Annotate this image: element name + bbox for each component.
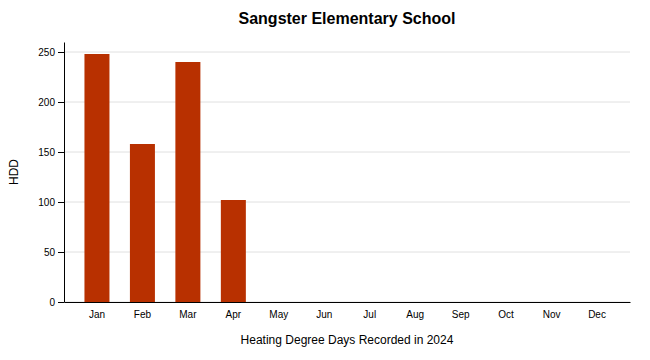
axis-line (65, 302, 631, 303)
bar (175, 62, 200, 302)
tick: 150 (38, 147, 64, 158)
bar (494, 302, 519, 303)
tick: Nov (543, 309, 561, 320)
bar (357, 302, 382, 303)
tick: Jul (363, 309, 376, 320)
tick-label: Sep (452, 309, 470, 320)
tick: Apr (226, 309, 242, 320)
bar (221, 200, 246, 302)
tick-label: 250 (38, 47, 55, 58)
tick: Sep (452, 309, 470, 320)
tick-label: Jun (316, 309, 332, 320)
tick: Jan (89, 309, 105, 320)
tick: May (269, 309, 288, 320)
tick-label: Dec (588, 309, 606, 320)
y-axis-title: HDD (7, 159, 21, 185)
tick-label: Nov (543, 309, 561, 320)
tick-mark (58, 302, 64, 303)
tick: Dec (588, 309, 606, 320)
bar (266, 302, 291, 303)
tick-mark (58, 252, 64, 253)
tick-mark (58, 152, 64, 153)
plot: 0 50 100 150 200 250 Jan Feb Mar Apr May Jun Jul Aug S… (38, 43, 630, 321)
tick: 50 (44, 247, 64, 258)
tick-label: May (269, 309, 288, 320)
tick-label: Mar (179, 309, 197, 320)
tick-label: 0 (49, 297, 55, 308)
tick: Mar (179, 309, 197, 320)
tick: Oct (498, 309, 514, 320)
tick-label: 50 (44, 247, 56, 258)
tick-mark (58, 52, 64, 53)
bar (312, 302, 337, 303)
tick: 200 (38, 97, 64, 108)
bar (403, 302, 428, 303)
x-axis-title: Heating Degree Days Recorded in 2024 (241, 333, 454, 347)
bar (539, 302, 564, 303)
tick-mark (58, 102, 64, 103)
tick-label: Feb (134, 309, 152, 320)
tick: Feb (134, 309, 152, 320)
tick-label: 100 (38, 197, 55, 208)
tick: 0 (49, 297, 64, 308)
grid-line (64, 102, 630, 103)
tick-label: Aug (406, 309, 424, 320)
tick-label: Apr (226, 309, 242, 320)
tick-label: 150 (38, 147, 55, 158)
bar (585, 302, 610, 303)
x-axis: Jan Feb Mar Apr May Jun Jul Aug Sep Oct Nov Dec (65, 303, 631, 321)
tick: Aug (406, 309, 424, 320)
tick: 250 (38, 47, 64, 58)
tick: Jun (316, 309, 332, 320)
tick-label: Oct (498, 309, 514, 320)
grid (64, 52, 630, 302)
tick-mark (58, 202, 64, 203)
bars (84, 54, 245, 302)
grid-line (64, 52, 630, 53)
tick-label: 200 (38, 97, 55, 108)
y-axis: 0 50 100 150 200 250 (38, 43, 64, 308)
bar (448, 302, 473, 303)
chart: 0 50 100 150 200 250 Jan Feb Mar Apr May Jun Jul Aug S… (0, 0, 650, 360)
bar (130, 144, 155, 302)
tick-label: Jan (89, 309, 105, 320)
axis-line (64, 43, 65, 303)
tick: 100 (38, 197, 64, 208)
bar (84, 54, 109, 302)
title: Sangster Elementary School (239, 10, 456, 27)
tick-label: Jul (363, 309, 376, 320)
